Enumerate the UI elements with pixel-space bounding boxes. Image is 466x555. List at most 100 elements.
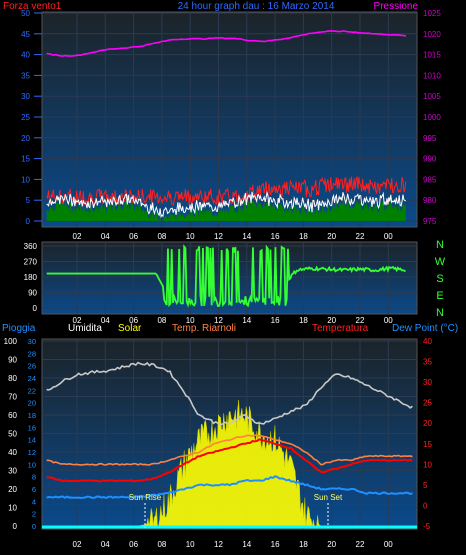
panel1-x-tick-label: 10 [186, 232, 195, 241]
panel3-x-tick-label: 10 [186, 540, 195, 549]
panel2-tick-label: 0 [33, 304, 38, 313]
panel3-outer-tick-label: 40 [8, 448, 17, 457]
legend-solar: Solar [118, 323, 142, 334]
legend-umidita: Umidita [68, 323, 102, 334]
legend-pioggia: Pioggia [2, 323, 36, 334]
legend-temp-riarnoli: Temp. Riarnoli [172, 323, 236, 334]
panel1-left-tick-label: 50 [21, 9, 30, 18]
wind-gust-line [46, 176, 407, 207]
panel2-tick-label: 90 [28, 289, 37, 298]
panel3-outer-tick-label: 100 [4, 337, 18, 346]
panel1-x-tick-label: 00 [384, 232, 393, 241]
panel1-right-tick-label: 1015 [423, 51, 441, 60]
wind-axis-label: Forza vento1 [3, 1, 62, 12]
panel3-solar-tick-label: 20 [28, 399, 36, 408]
panel3-series [42, 361, 417, 529]
panel2-x-tick-label: 00 [384, 316, 393, 325]
temp-riarnoli-line [46, 434, 413, 466]
panel3-x-tick-label: 14 [242, 540, 251, 549]
panel2-x-tick-label: 12 [214, 316, 223, 325]
panel1-left-tick-label: 35 [21, 71, 30, 80]
panel3-right-tick-label: 15 [423, 440, 432, 449]
panel2-x-tick-label: 22 [356, 316, 365, 325]
panel3-outer-tick-label: 50 [8, 430, 17, 439]
panel3-temperature-axis: -5 0 5 10 15 20 25 30 35 40 [423, 337, 432, 531]
panel3-right-tick-label: 40 [423, 337, 432, 346]
panel1-left-tick-label: 0 [26, 217, 31, 226]
compass-letter: W [435, 256, 446, 268]
panel2-x-tick-label: 18 [299, 316, 308, 325]
panel2-tick-label: 180 [24, 273, 38, 282]
panel3-right-tick-label: 35 [423, 358, 432, 367]
compass-letter: N [436, 307, 444, 319]
panel3-x-tick-label: 16 [271, 540, 280, 549]
panel3-x-tick-label: 20 [327, 540, 336, 549]
panel3-outer-tick-label: 0 [13, 522, 18, 531]
panel3-right-tick-label: -5 [423, 522, 431, 531]
panel3-solar-tick-label: 24 [28, 374, 36, 383]
panel1-left-tick-label: 30 [21, 92, 30, 101]
panel2-x-axis: 02 04 06 08 10 12 14 16 18 20 22 00 [73, 316, 394, 325]
panel1-right-tick-label: 980 [423, 196, 437, 205]
panel2-x-tick-label: 16 [271, 316, 280, 325]
panel3-solar-tick-label: 2 [32, 510, 36, 519]
panel2-grid [42, 242, 417, 314]
panel1-x-axis: 02 04 06 08 10 12 14 16 18 20 22 00 [73, 232, 394, 241]
panel3-outer-tick-label: 20 [8, 485, 17, 494]
legend-dew-point: Dew Point (°C) [392, 323, 458, 334]
panel1-grid [42, 12, 417, 227]
humidity-line [46, 361, 413, 426]
panel3-right-tick-label: 0 [423, 501, 428, 510]
panel1-x-tick-label: 18 [299, 232, 308, 241]
sun-set-label: Sun Set [314, 493, 343, 502]
panel3-x-tick-label: 02 [73, 540, 82, 549]
panel3-solar-tick-label: 16 [28, 423, 36, 432]
panel1-left-tick-label: 15 [21, 155, 30, 164]
panel1-right-tick-label: 1005 [423, 92, 441, 101]
panel3-outer-tick-label: 70 [8, 393, 17, 402]
panel2-x-tick-label: 04 [101, 316, 110, 325]
panel2-tick-label: 360 [24, 242, 38, 251]
panel3-solar-tick-label: 18 [28, 411, 36, 420]
panel3-solar-tick-label: 22 [28, 386, 36, 395]
panel3-right-tick-label: 10 [423, 460, 432, 469]
compass-letter: S [436, 273, 443, 285]
panel3-x-tick-label: 00 [384, 540, 393, 549]
panel3-rain-humidity-axis: 0 10 20 30 40 50 60 70 80 90 100 [4, 337, 18, 531]
panel1-x-tick-label: 04 [101, 232, 110, 241]
pressure-axis-label: Pressione [374, 1, 419, 12]
panel1-left-tick-label: 25 [21, 113, 30, 122]
panel2-left-axis: 0 90 180 270 360 [24, 242, 38, 313]
wind-direction-line [46, 244, 407, 308]
panel1-x-tick-label: 16 [271, 232, 280, 241]
panel3-x-tick-label: 22 [356, 540, 365, 549]
panel1-x-tick-label: 02 [73, 232, 82, 241]
panel1-x-tick-label: 08 [157, 232, 166, 241]
panel3-x-tick-label: 12 [214, 540, 223, 549]
panel2-x-tick-label: 20 [327, 316, 336, 325]
panel1-right-tick-label: 1000 [423, 113, 441, 122]
dew-point-line [46, 474, 413, 500]
panel3-x-tick-label: 06 [129, 540, 138, 549]
wind-average-area [46, 199, 406, 221]
panel2-x-tick-label: 06 [129, 316, 138, 325]
panel3-right-tick-label: 5 [423, 481, 428, 490]
panel3-solar-tick-label: 12 [28, 448, 36, 457]
panel1-right-axis: 975 980 985 990 995 1000 1005 1010 1015 1020 1025 [423, 9, 441, 226]
panel3-solar-tick-label: 14 [28, 436, 36, 445]
temperature-line [46, 438, 413, 483]
panel3-x-tick-label: 18 [299, 540, 308, 549]
panel3-outer-tick-label: 90 [8, 356, 17, 365]
panel3-solar-tick-label: 8 [32, 473, 36, 482]
panel3-right-tick-label: 20 [423, 419, 432, 428]
panel3-solar-tick-label: 6 [32, 485, 36, 494]
panel3-right-tick-label: 30 [423, 378, 432, 387]
chart-title: 24 hour graph dau : 16 Marzo 2014 [178, 1, 335, 12]
panel3-solar-tick-label: 4 [32, 497, 36, 506]
panel1-series [46, 30, 407, 221]
